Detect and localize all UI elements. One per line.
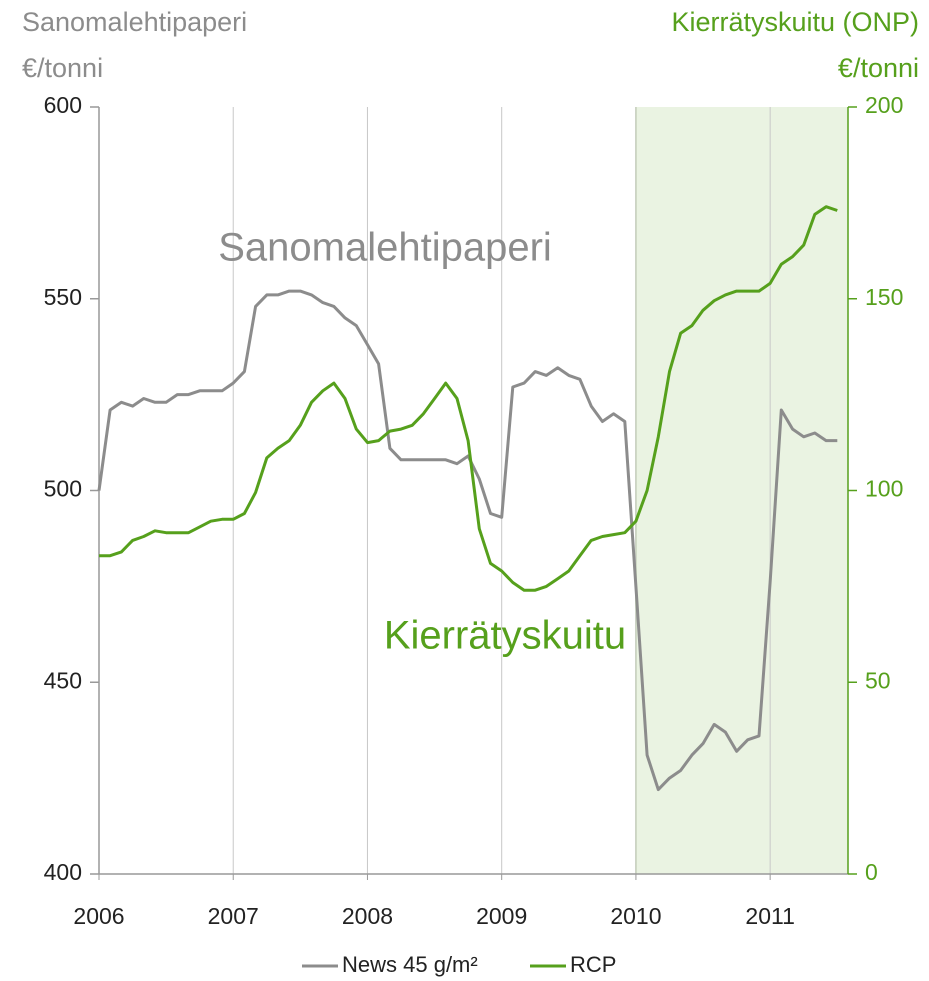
series-line <box>97 289 838 792</box>
y2-tick-label: 100 <box>865 476 903 502</box>
y2-tick-label: 0 <box>865 859 878 885</box>
legend-label: News 45 g/m² <box>342 952 478 977</box>
highlight-region <box>635 107 848 874</box>
y-axis-title: Sanomalehtipaperi <box>22 7 247 37</box>
x-tick-label: 2008 <box>342 903 393 929</box>
y2-axis-title: Kierrätyskuitu (ONP) <box>671 7 919 37</box>
legend-label: RCP <box>570 952 616 977</box>
y2-axis-unit: €/tonni <box>838 53 919 83</box>
y-axis-unit: €/tonni <box>22 53 103 83</box>
y-tick-label: 600 <box>44 92 82 118</box>
annotation: Sanomalehtipaperi <box>218 226 552 270</box>
x-tick-label: 2007 <box>208 903 259 929</box>
x-tick-label: 2006 <box>73 903 124 929</box>
x-tick-label: 2011 <box>745 903 794 929</box>
y-tick-label: 550 <box>44 284 82 310</box>
y-tick-label: 500 <box>44 476 82 502</box>
y-tick-label: 450 <box>44 667 82 693</box>
x-tick-label: 2009 <box>476 903 527 929</box>
series-line <box>99 205 838 592</box>
y2-tick-label: 200 <box>865 92 903 118</box>
y2-tick-label: 150 <box>865 284 903 310</box>
x-tick-label: 2010 <box>610 903 661 929</box>
y2-tick-label: 50 <box>865 667 891 693</box>
y-tick-label: 400 <box>44 859 82 885</box>
annotation: Kierrätyskuitu <box>384 614 626 658</box>
